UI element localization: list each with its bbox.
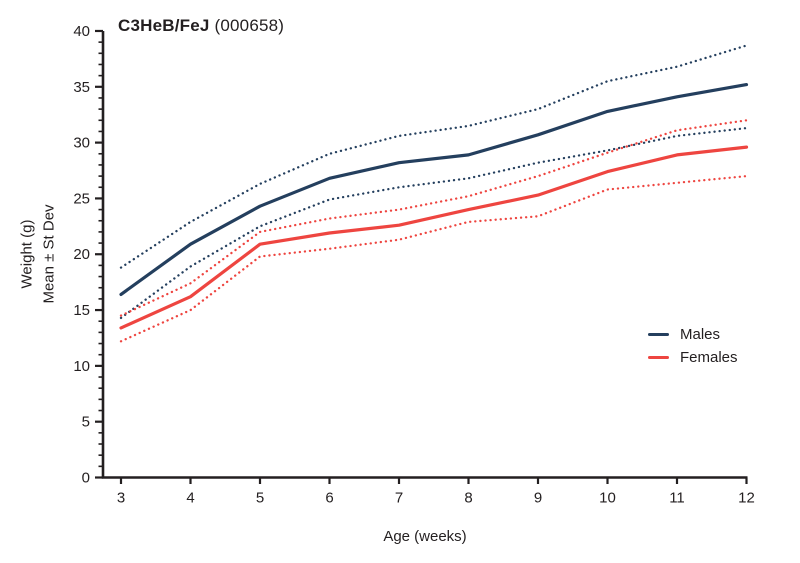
series-males-mean	[119, 82, 749, 296]
x-tick-label: 9	[534, 490, 542, 507]
x-tick-label: 11	[669, 490, 685, 507]
x-tick-label: 5	[256, 490, 264, 507]
series-females-mean-st-dev	[119, 119, 748, 317]
y-axis-label-line1: Weight (g)	[18, 219, 36, 289]
males-line-swatch	[648, 333, 669, 336]
y-axis-label: Weight (g) Mean ± St Dev	[16, 204, 60, 303]
series-males-mean-st-dev	[119, 126, 748, 320]
y-tick-label: 25	[73, 190, 90, 207]
y-tick-label: 40	[73, 23, 90, 40]
series-females-mean-st-dev	[119, 174, 748, 343]
y-tick-label: 5	[82, 414, 90, 431]
stock-number: (000658)	[214, 16, 285, 35]
legend: Males Females	[648, 323, 738, 369]
x-tick-label: 3	[117, 490, 125, 507]
x-tick-label: 10	[599, 490, 616, 507]
legend-item-males: Males	[648, 323, 738, 346]
chart-title: C3HeB/FeJ (000658)	[118, 16, 284, 36]
series-males-mean-st-dev	[119, 44, 748, 269]
x-tick-label: 7	[395, 490, 403, 507]
strain-name: C3HeB/FeJ	[118, 16, 210, 35]
y-tick-label: 30	[73, 135, 90, 152]
y-tick-label: 15	[73, 302, 90, 319]
series-females-mean	[119, 145, 749, 330]
y-tick-label: 0	[82, 470, 90, 487]
legend-label-males: Males	[680, 326, 721, 343]
x-tick-label: 8	[464, 490, 472, 507]
x-tick-label: 12	[738, 490, 755, 507]
y-axis-label-line2: Mean ± St Dev	[40, 204, 57, 304]
x-tick-label: 6	[325, 490, 333, 507]
y-tick-label: 10	[73, 358, 90, 375]
legend-label-females: Females	[680, 349, 738, 366]
females-line-swatch	[648, 356, 669, 359]
legend-item-females: Females	[648, 346, 738, 369]
y-tick-label: 20	[73, 246, 90, 263]
y-tick-label: 35	[73, 79, 90, 96]
x-axis-label: Age (weeks)	[383, 528, 467, 545]
x-tick-label: 4	[186, 490, 194, 507]
